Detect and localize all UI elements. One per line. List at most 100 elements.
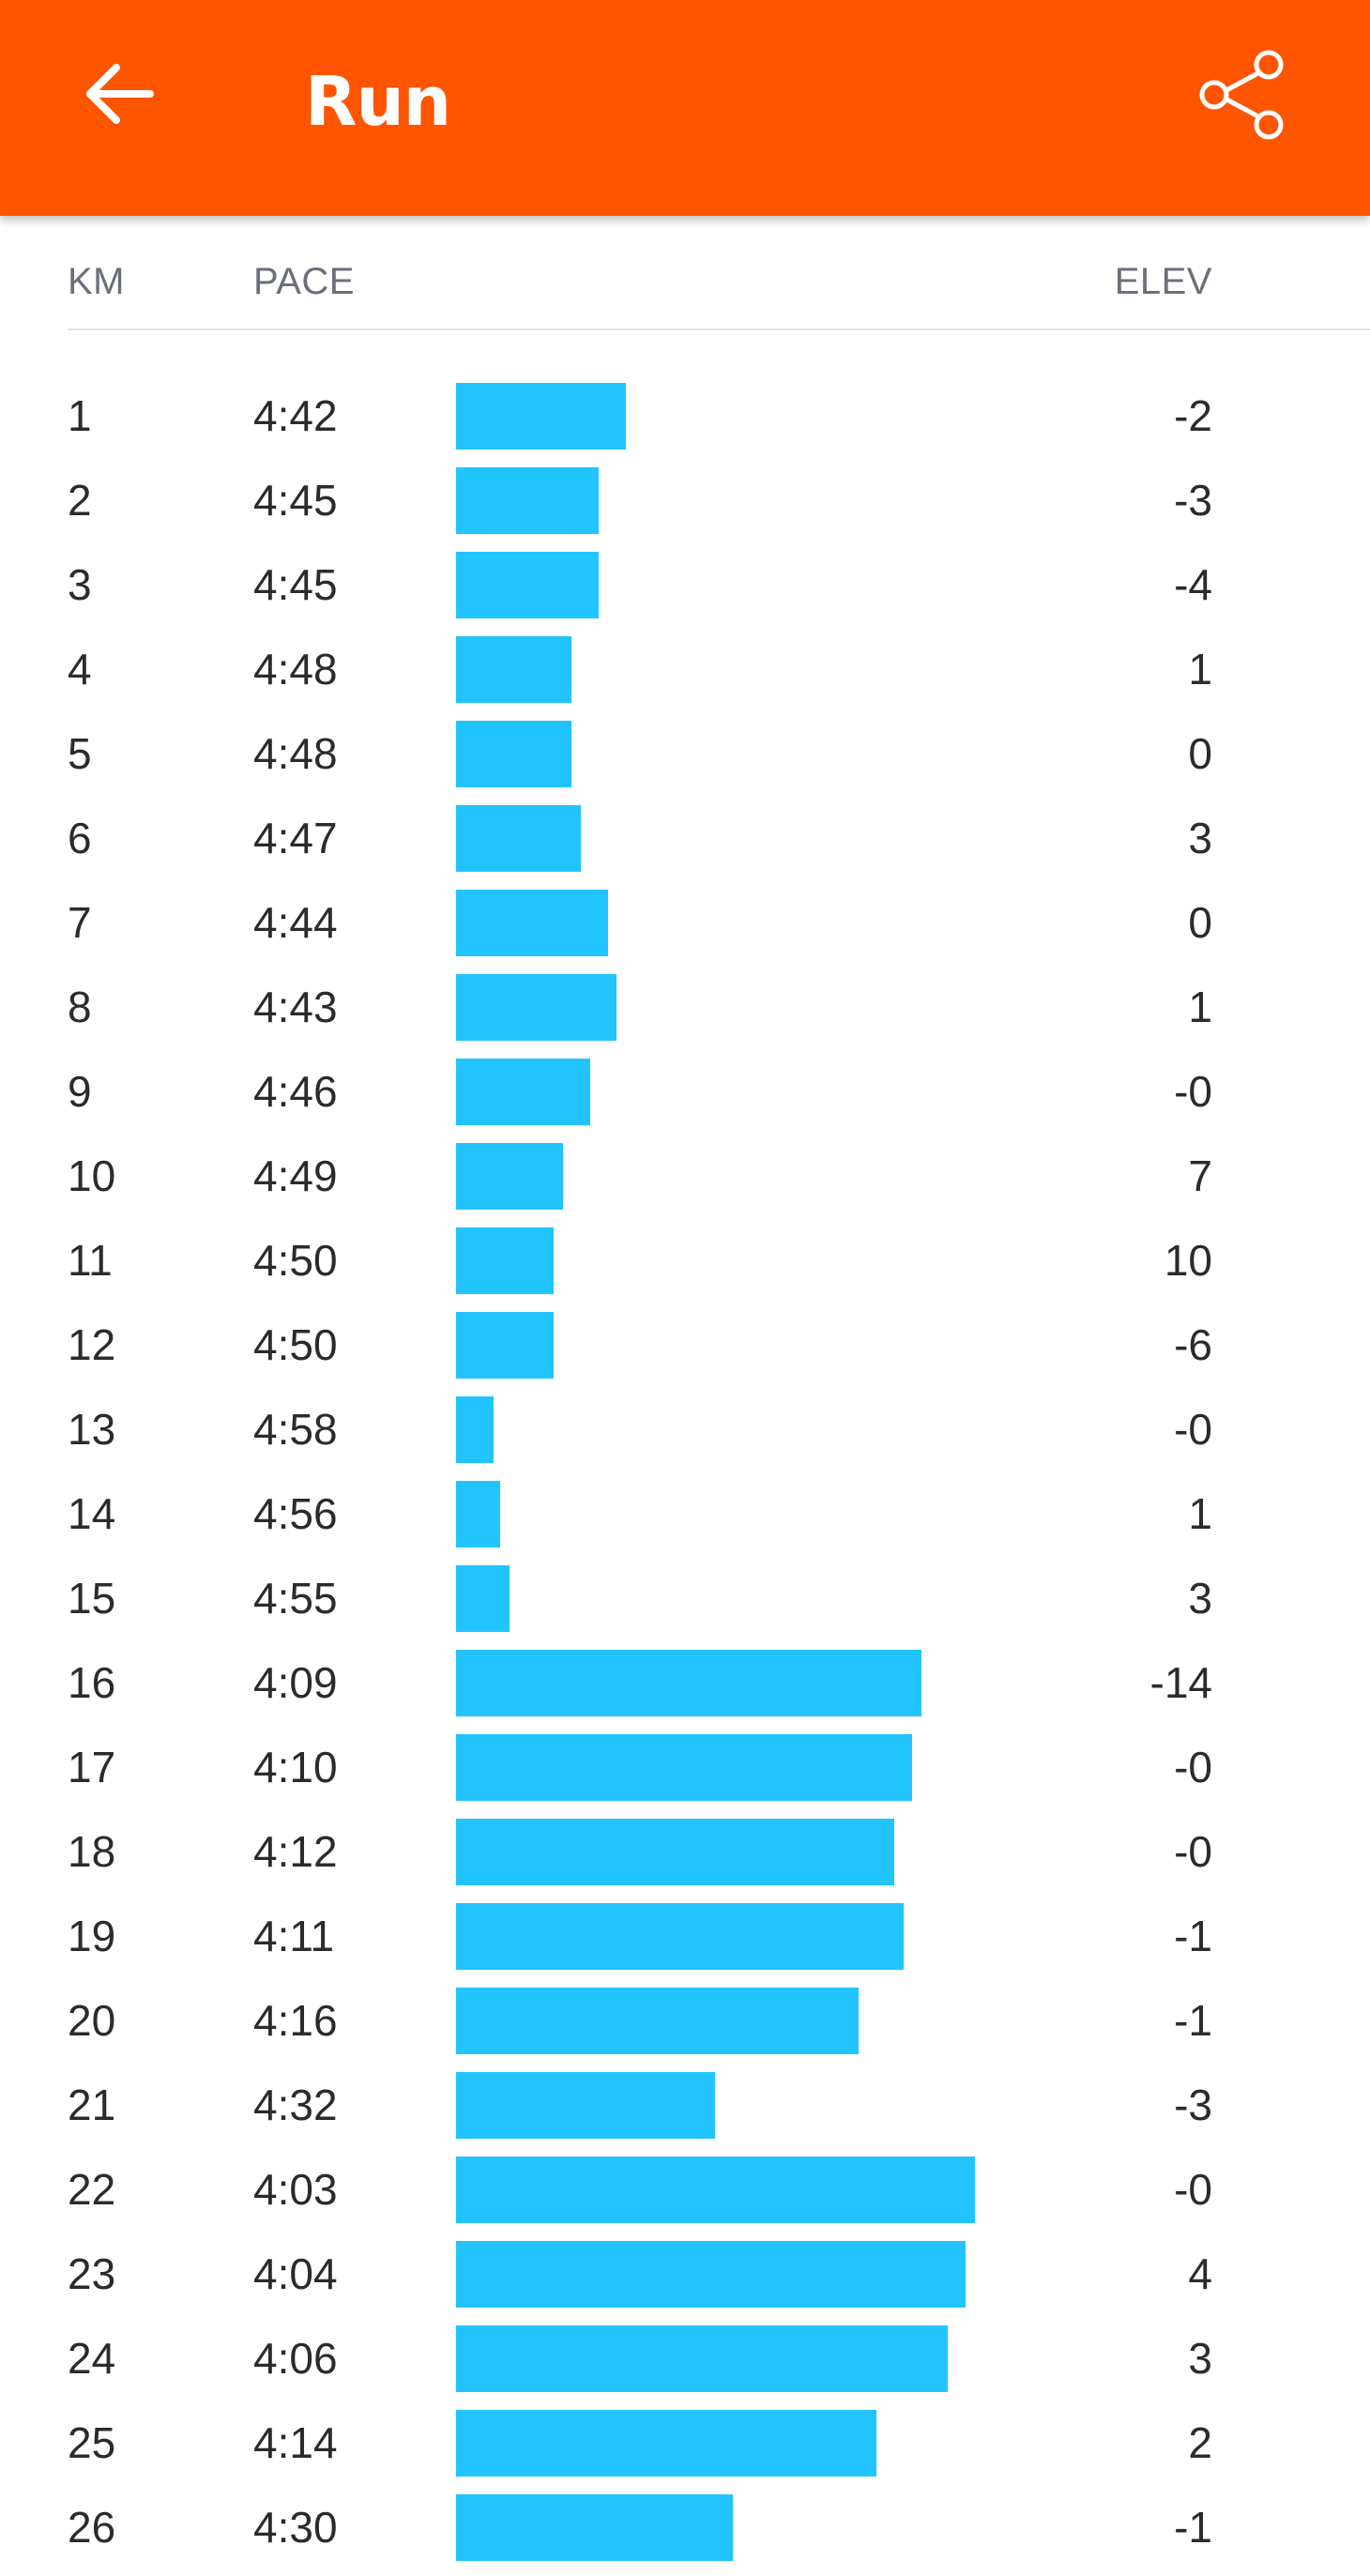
splits-list: 1 4:42 -2 2 4:45 -3 3 4:45 -4 4 4:48 1 5 4:48 0 6 4:47 3 7… (0, 373, 1370, 2569)
split-row: 20 4:16 -1 (0, 1978, 1370, 2063)
pace-bar (456, 2157, 975, 2223)
split-pace: 4:04 (253, 2249, 338, 2298)
split-elev: 1 (1188, 1489, 1212, 1538)
split-km: 10 (68, 1151, 116, 1200)
split-km: 26 (68, 2503, 116, 2552)
split-pace: 4:48 (253, 729, 338, 778)
split-pace: 4:47 (253, 814, 338, 862)
split-row: 21 4:32 -3 (0, 2063, 1370, 2147)
split-km: 17 (68, 1743, 116, 1791)
split-row: 9 4:46 -0 (0, 1049, 1370, 1134)
split-pace: 4:48 (253, 645, 338, 694)
split-row: 3 4:45 -4 (0, 542, 1370, 627)
split-km: 19 (68, 1912, 116, 1960)
split-km: 9 (68, 1067, 92, 1116)
pace-bar (456, 2494, 733, 2561)
split-elev: 3 (1188, 2334, 1212, 2383)
split-pace: 4:46 (253, 1067, 338, 1116)
split-km: 23 (68, 2249, 116, 2298)
split-pace: 4:58 (253, 1405, 338, 1454)
split-row: 10 4:49 7 (0, 1134, 1370, 1218)
split-km: 7 (68, 898, 92, 947)
split-km: 20 (68, 1996, 116, 2045)
splits-header: KM PACE ELEV (0, 216, 1370, 330)
split-km: 5 (68, 729, 92, 778)
split-row: 11 4:50 10 (0, 1218, 1370, 1303)
pace-bar (456, 1734, 912, 1801)
split-row: 22 4:03 -0 (0, 2147, 1370, 2232)
pace-header: PACE (253, 261, 355, 302)
split-km: 18 (68, 1827, 116, 1876)
split-pace: 4:55 (253, 1574, 338, 1623)
split-elev: -3 (1174, 2081, 1212, 2129)
split-row: 12 4:50 -6 (0, 1303, 1370, 1387)
pace-bar (456, 1903, 904, 1970)
split-row: 25 4:14 2 (0, 2401, 1370, 2485)
pace-bar (456, 1565, 510, 1632)
elev-header: ELEV (1114, 261, 1212, 302)
split-pace: 4:43 (253, 983, 338, 1031)
pace-bar (456, 383, 626, 450)
split-row: 17 4:10 -0 (0, 1725, 1370, 1809)
pace-bar (456, 2241, 966, 2308)
pace-bar (456, 805, 581, 872)
split-elev: -3 (1174, 476, 1212, 525)
split-elev: 3 (1188, 814, 1212, 862)
split-km: 13 (68, 1405, 116, 1454)
split-km: 2 (68, 476, 92, 525)
share-button[interactable] (1182, 38, 1300, 155)
pace-bar (456, 1650, 921, 1716)
share-icon (1190, 42, 1293, 150)
km-header: KM (68, 261, 125, 302)
split-row: 7 4:44 0 (0, 880, 1370, 965)
split-pace: 4:44 (253, 898, 338, 947)
split-pace: 4:14 (253, 2418, 338, 2467)
split-elev: 4 (1188, 2249, 1212, 2298)
split-row: 1 4:42 -2 (0, 373, 1370, 458)
split-km: 25 (68, 2418, 116, 2467)
split-pace: 4:06 (253, 2334, 338, 2383)
split-pace: 4:30 (253, 2503, 338, 2552)
split-elev: -4 (1174, 560, 1212, 609)
split-elev: -0 (1174, 1067, 1212, 1116)
pace-bar (456, 552, 599, 618)
split-elev: 10 (1164, 1236, 1212, 1285)
split-elev: -2 (1174, 391, 1212, 440)
split-elev: -14 (1149, 1658, 1212, 1707)
split-row: 5 4:48 0 (0, 711, 1370, 796)
pace-bar (456, 2410, 876, 2477)
split-pace: 4:10 (253, 1743, 338, 1791)
split-elev: 1 (1188, 645, 1212, 694)
pace-bar (456, 1396, 494, 1463)
pace-bar (456, 721, 571, 787)
split-row: 19 4:11 -1 (0, 1894, 1370, 1978)
split-km: 21 (68, 2081, 116, 2129)
split-row: 8 4:43 1 (0, 965, 1370, 1049)
split-pace: 4:03 (253, 2165, 338, 2214)
split-pace: 4:50 (253, 1236, 338, 1285)
split-row: 26 4:30 -1 (0, 2485, 1370, 2569)
pace-bar (456, 1143, 563, 1210)
split-km: 1 (68, 391, 92, 440)
pace-bar (456, 1819, 894, 1885)
split-row: 16 4:09 -14 (0, 1640, 1370, 1725)
split-pace: 4:16 (253, 1996, 338, 2045)
split-pace: 4:50 (253, 1320, 338, 1369)
pace-bar (456, 1227, 554, 1294)
split-row: 15 4:55 3 (0, 1556, 1370, 1640)
split-elev: 1 (1188, 983, 1212, 1031)
back-button[interactable] (66, 42, 174, 150)
split-km: 16 (68, 1658, 116, 1707)
split-pace: 4:56 (253, 1489, 338, 1538)
split-elev: -1 (1174, 2503, 1212, 2552)
split-elev: -0 (1174, 1743, 1212, 1791)
split-elev: -0 (1174, 1405, 1212, 1454)
split-row: 2 4:45 -3 (0, 458, 1370, 542)
split-row: 23 4:04 4 (0, 2232, 1370, 2316)
split-elev: 3 (1188, 1574, 1212, 1623)
split-km: 24 (68, 2334, 116, 2383)
pace-bar (456, 2325, 948, 2392)
pace-bar (456, 1312, 554, 1379)
split-row: 13 4:58 -0 (0, 1387, 1370, 1471)
split-elev: -0 (1174, 2165, 1212, 2214)
